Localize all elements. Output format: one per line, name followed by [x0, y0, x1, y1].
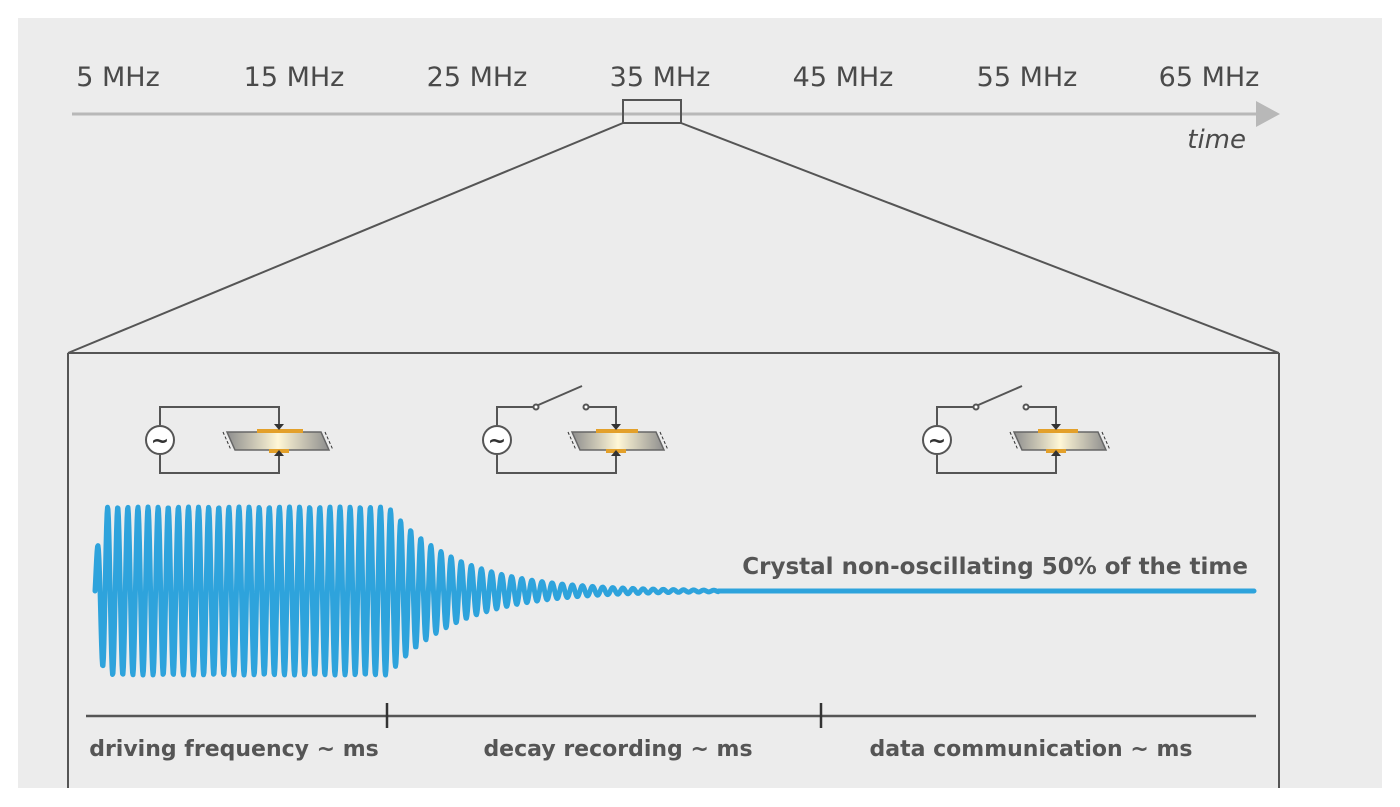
svg-text:~: ~: [928, 429, 946, 454]
time-axis-label: time: [1187, 125, 1246, 155]
zoom-line-right: [680, 122, 1280, 354]
time-axis-arrowhead: [1256, 101, 1280, 127]
phase-timeline: driving frequency ~ ms decay recording ~…: [86, 703, 1256, 762]
oscillation-waveform: [92, 504, 1257, 678]
zoom-window: [622, 99, 682, 124]
crystal-icon: [225, 431, 331, 451]
switch-icon: [975, 385, 1023, 407]
circuit-driving: ~: [145, 406, 334, 474]
freq-label-55: 55 MHz: [977, 62, 1078, 93]
freq-label-65: 65 MHz: [1159, 62, 1260, 93]
ac-source-icon: [482, 425, 512, 455]
circuit-communication: ~: [922, 385, 1111, 474]
crystal-icon: [570, 431, 666, 451]
freq-label-5: 5 MHz: [76, 62, 160, 93]
svg-text:~: ~: [488, 429, 506, 454]
crystal-icon: [1012, 431, 1108, 451]
switch-icon: [535, 385, 583, 407]
freq-label-45: 45 MHz: [793, 62, 894, 93]
freq-label-35: 35 MHz: [610, 62, 711, 93]
ac-source-icon: [922, 425, 952, 455]
circuit-decay: ~: [482, 385, 669, 474]
freq-label-25: 25 MHz: [427, 62, 528, 93]
detail-frame: [67, 352, 1280, 788]
non-oscillating-note: Crystal non-oscillating 50% of the time: [742, 554, 1248, 580]
phase-label-communication: data communication ~ ms: [870, 737, 1193, 762]
phase-label-decay: decay recording ~ ms: [483, 737, 752, 762]
zoom-line-left: [67, 122, 624, 354]
frequency-axis: 5 MHz 15 MHz 25 MHz 35 MHz 45 MHz 55 MHz…: [72, 62, 1280, 155]
freq-label-15: 15 MHz: [244, 62, 345, 93]
phase-label-driving: driving frequency ~ ms: [89, 737, 379, 762]
ac-source-icon: [145, 425, 175, 455]
svg-text:~: ~: [151, 429, 169, 454]
